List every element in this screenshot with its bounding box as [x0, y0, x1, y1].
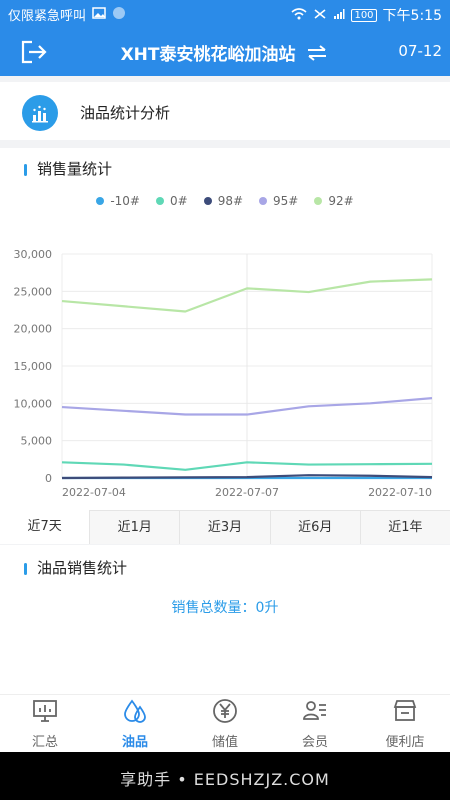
x-tick-label: 2022-07-07 [215, 486, 279, 499]
series-line [61, 474, 433, 480]
legend-dot [155, 197, 164, 205]
nav-item-oil-drop[interactable]: 油品 [90, 695, 180, 753]
shop-icon [392, 698, 418, 731]
range-tabs: 近7天 近1月 近3月 近6月 近1年 [0, 510, 450, 544]
legend-item[interactable]: -10# [96, 194, 140, 208]
y-tick-label: 0 [45, 472, 52, 485]
y-tick-label: 20,000 [14, 323, 53, 336]
battery-level: 100 [354, 9, 374, 21]
nav-item-shop[interactable]: 便利店 [360, 695, 450, 753]
x-tick-label: 2022-07-10 [368, 486, 432, 499]
logout-icon [21, 40, 47, 64]
bottom-navigation: 汇总 油品 储值 会员 便利店 [0, 694, 450, 753]
station-title-container[interactable]: XHT泰安桃花峪加油站 [0, 40, 450, 67]
range-tab[interactable]: 近3月 [179, 510, 270, 544]
y-tick-label: 25,000 [14, 285, 53, 298]
nav-label: 汇总 [31, 735, 58, 750]
series-line [61, 278, 433, 313]
y-tick-label: 10,000 [14, 397, 53, 410]
wifi-icon [291, 7, 307, 23]
sales-total-text: 销售总数量：0升 [171, 600, 279, 616]
heading-accent-bar [24, 562, 27, 575]
legend-item[interactable]: 95# [259, 194, 298, 208]
range-tab[interactable]: 近1年 [359, 510, 450, 544]
nav-item-member-card[interactable]: 会员 [270, 695, 360, 753]
legend-label: -10# [110, 194, 140, 208]
legend-dot [96, 197, 105, 205]
legend-item[interactable]: 92# [314, 194, 354, 208]
station-title: XHT泰安桃花峪加油站 [120, 45, 296, 65]
oil-sales-card: 油品销售统计 销售总数量：0升 [0, 545, 450, 695]
analysis-title-row: 油品统计分析 [0, 82, 450, 140]
legend-label: 95# [273, 194, 299, 208]
legend-dot [203, 197, 212, 205]
x-tick-label: 2022-07-04 [62, 486, 126, 499]
nav-item-monitor-chart[interactable]: 汇总 [0, 695, 90, 753]
oil-sales-heading: 油品销售统计 [37, 559, 128, 577]
watermark-text: 享助手 • EEDSHZJZ.COM [120, 770, 330, 789]
legend-item[interactable]: 98# [203, 194, 244, 208]
legend-dot [259, 197, 268, 205]
range-tab[interactable]: 近7天 [0, 510, 90, 544]
clock-text: 下午5:15 [382, 8, 442, 24]
sales-volume-card: 销售量统计 -10# 0# 98# 95# 92# 0 5,000 10,000 15,000… [0, 148, 450, 544]
sales-volume-heading: 销售量统计 [37, 160, 113, 178]
battery-icon: 100 [351, 8, 377, 22]
no-signal-icon [313, 8, 327, 23]
nav-label: 便利店 [385, 735, 425, 750]
nav-label: 油品 [121, 735, 148, 750]
status-bar: 仅限紧急呼叫 100 下午5:15 [0, 0, 450, 28]
nav-label: 储值 [211, 735, 238, 750]
nav-item-yen-circle[interactable]: 储值 [180, 695, 270, 753]
analysis-title: 油品统计分析 [80, 104, 171, 122]
sales-volume-heading-row: 销售量统计 [24, 158, 112, 179]
heading-accent-bar [24, 163, 27, 176]
legend-item[interactable]: 0# [155, 194, 188, 208]
oil-drop-icon [122, 698, 148, 731]
member-card-icon [302, 698, 328, 731]
y-tick-label: 30,000 [14, 248, 53, 261]
y-tick-label: 5,000 [21, 435, 53, 448]
signal-icon [333, 8, 345, 23]
legend-label: 0# [169, 194, 188, 208]
header-date[interactable]: 07-12 [398, 42, 442, 60]
nav-label: 会员 [301, 735, 328, 750]
image-notification-icon [92, 6, 106, 23]
app-notification-icon [112, 6, 126, 24]
switch-station-icon[interactable] [305, 44, 329, 67]
system-navigation-bar: 享助手 • EEDSHZJZ.COM [0, 752, 450, 800]
logout-button[interactable] [20, 40, 48, 64]
app-header: XHT泰安桃花峪加油站 07-12 [0, 28, 450, 76]
legend-label: 92# [328, 194, 354, 208]
series-line [61, 461, 433, 471]
oil-sales-heading-row: 油品销售统计 [24, 557, 127, 578]
legend-dot [314, 197, 323, 205]
monitor-chart-icon [32, 698, 58, 731]
sales-line-chart: 0 5,000 10,000 15,000 20,000 25,000 30,000 2022… [14, 248, 433, 499]
carrier-text: 仅限紧急呼叫 [8, 9, 87, 24]
legend-label: 98# [217, 194, 244, 208]
series-line [61, 397, 433, 416]
chart-badge-icon [22, 95, 58, 131]
range-tab[interactable]: 近6月 [269, 510, 360, 544]
range-tab[interactable]: 近1月 [89, 510, 180, 544]
y-tick-label: 15,000 [14, 360, 53, 373]
chart-legend: -10# 0# 98# 95# 92# [0, 194, 450, 208]
yen-circle-icon [212, 698, 238, 731]
